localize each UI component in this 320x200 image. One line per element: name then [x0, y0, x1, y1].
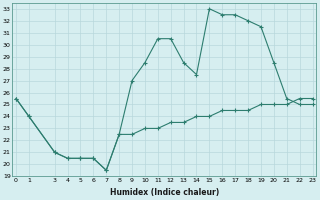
X-axis label: Humidex (Indice chaleur): Humidex (Indice chaleur) [110, 188, 219, 197]
